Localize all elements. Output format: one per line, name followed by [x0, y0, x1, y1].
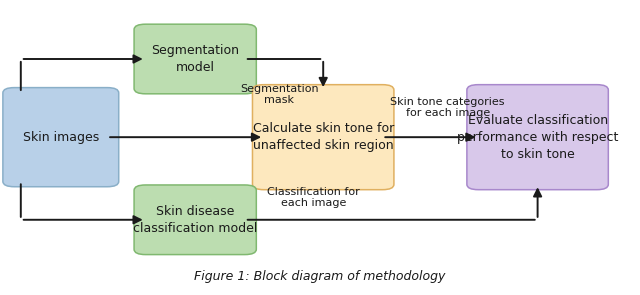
FancyBboxPatch shape	[134, 185, 256, 255]
Text: Segmentation
model: Segmentation model	[151, 44, 239, 74]
Text: Calculate skin tone for
unaffected skin region: Calculate skin tone for unaffected skin …	[253, 122, 394, 152]
FancyBboxPatch shape	[467, 85, 608, 190]
Text: Segmentation
mask: Segmentation mask	[240, 83, 319, 105]
Text: Skin disease
classification model: Skin disease classification model	[133, 205, 257, 235]
FancyBboxPatch shape	[134, 24, 256, 94]
FancyBboxPatch shape	[3, 88, 119, 187]
Text: Skin tone categories
for each image: Skin tone categories for each image	[390, 97, 505, 119]
Text: Skin images: Skin images	[22, 131, 99, 144]
Text: Evaluate classification
performance with respect
to skin tone: Evaluate classification performance with…	[457, 114, 618, 161]
Text: Figure 1: Block diagram of methodology: Figure 1: Block diagram of methodology	[195, 270, 445, 283]
Text: Classification for
each image: Classification for each image	[268, 187, 360, 209]
FancyBboxPatch shape	[252, 85, 394, 190]
